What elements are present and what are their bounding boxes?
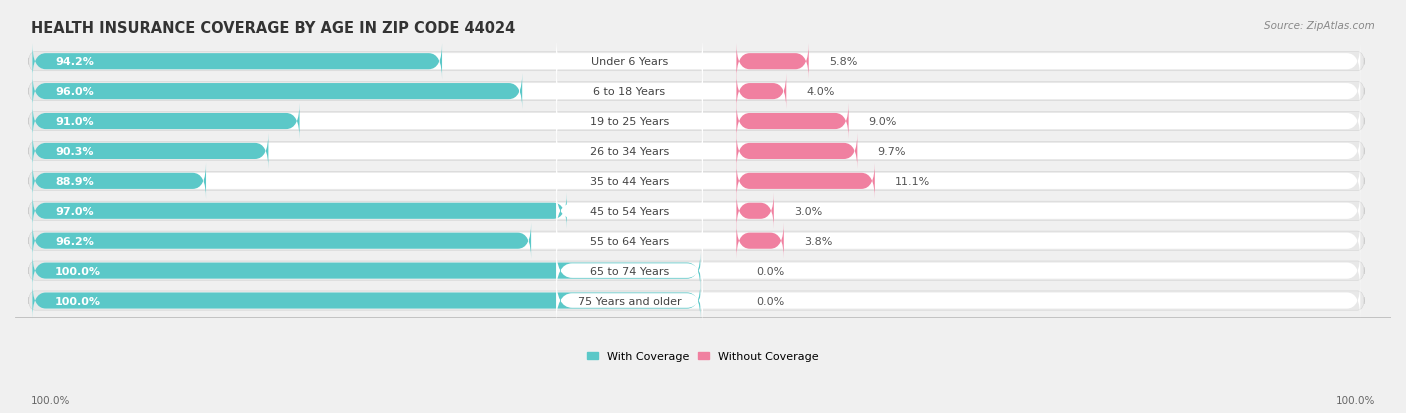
Text: 91.0%: 91.0% [55,117,94,127]
FancyBboxPatch shape [32,223,1360,259]
FancyBboxPatch shape [555,68,703,116]
FancyBboxPatch shape [737,134,858,169]
Text: 3.8%: 3.8% [804,236,832,246]
FancyBboxPatch shape [555,277,703,325]
FancyBboxPatch shape [32,283,1360,319]
FancyBboxPatch shape [28,82,1364,102]
Text: 96.2%: 96.2% [55,236,94,246]
FancyBboxPatch shape [737,104,849,140]
FancyBboxPatch shape [32,193,567,229]
FancyBboxPatch shape [737,223,783,259]
FancyBboxPatch shape [32,74,1360,110]
Text: 96.0%: 96.0% [55,87,94,97]
FancyBboxPatch shape [32,74,522,110]
Text: 97.0%: 97.0% [55,206,94,216]
Text: 100.0%: 100.0% [31,395,70,405]
FancyBboxPatch shape [32,223,531,259]
Text: 55 to 64 Years: 55 to 64 Years [591,236,669,246]
Text: 100.0%: 100.0% [55,296,101,306]
FancyBboxPatch shape [32,134,1360,169]
FancyBboxPatch shape [555,247,703,295]
FancyBboxPatch shape [32,164,1360,199]
FancyBboxPatch shape [28,232,1364,251]
Text: 9.7%: 9.7% [877,147,905,157]
Text: 9.0%: 9.0% [869,117,897,127]
FancyBboxPatch shape [737,44,808,80]
FancyBboxPatch shape [32,253,700,289]
FancyBboxPatch shape [28,291,1364,311]
FancyBboxPatch shape [28,52,1364,71]
Text: 3.0%: 3.0% [794,206,823,216]
Text: 100.0%: 100.0% [1336,395,1375,405]
FancyBboxPatch shape [737,193,773,229]
FancyBboxPatch shape [32,44,1360,80]
Text: 35 to 44 Years: 35 to 44 Years [591,176,669,186]
FancyBboxPatch shape [28,202,1364,221]
FancyBboxPatch shape [737,74,786,110]
FancyBboxPatch shape [32,104,299,140]
Text: 90.3%: 90.3% [55,147,94,157]
Legend: With Coverage, Without Coverage: With Coverage, Without Coverage [582,347,824,366]
Text: 4.0%: 4.0% [806,87,835,97]
FancyBboxPatch shape [28,172,1364,191]
FancyBboxPatch shape [555,188,703,235]
Text: 65 to 74 Years: 65 to 74 Years [591,266,669,276]
Text: 75 Years and older: 75 Years and older [578,296,682,306]
Text: HEALTH INSURANCE COVERAGE BY AGE IN ZIP CODE 44024: HEALTH INSURANCE COVERAGE BY AGE IN ZIP … [31,21,515,36]
FancyBboxPatch shape [555,38,703,86]
FancyBboxPatch shape [32,283,700,319]
FancyBboxPatch shape [32,104,1360,140]
FancyBboxPatch shape [28,261,1364,280]
Text: 0.0%: 0.0% [756,266,785,276]
Text: Under 6 Years: Under 6 Years [591,57,668,67]
FancyBboxPatch shape [32,253,1360,289]
FancyBboxPatch shape [32,193,1360,229]
Text: 6 to 18 Years: 6 to 18 Years [593,87,665,97]
Text: 100.0%: 100.0% [55,266,101,276]
Text: 88.9%: 88.9% [55,176,94,186]
FancyBboxPatch shape [28,112,1364,131]
Text: 5.8%: 5.8% [828,57,858,67]
FancyBboxPatch shape [555,157,703,205]
Text: 26 to 34 Years: 26 to 34 Years [591,147,669,157]
Text: 94.2%: 94.2% [55,57,94,67]
Text: Source: ZipAtlas.com: Source: ZipAtlas.com [1264,21,1375,31]
FancyBboxPatch shape [28,142,1364,161]
Text: 11.1%: 11.1% [894,176,931,186]
FancyBboxPatch shape [32,44,441,80]
Text: 45 to 54 Years: 45 to 54 Years [591,206,669,216]
Text: 19 to 25 Years: 19 to 25 Years [591,117,669,127]
FancyBboxPatch shape [32,164,207,199]
FancyBboxPatch shape [555,128,703,176]
FancyBboxPatch shape [555,217,703,265]
Text: 0.0%: 0.0% [756,296,785,306]
FancyBboxPatch shape [32,134,269,169]
FancyBboxPatch shape [737,164,875,199]
FancyBboxPatch shape [555,98,703,146]
